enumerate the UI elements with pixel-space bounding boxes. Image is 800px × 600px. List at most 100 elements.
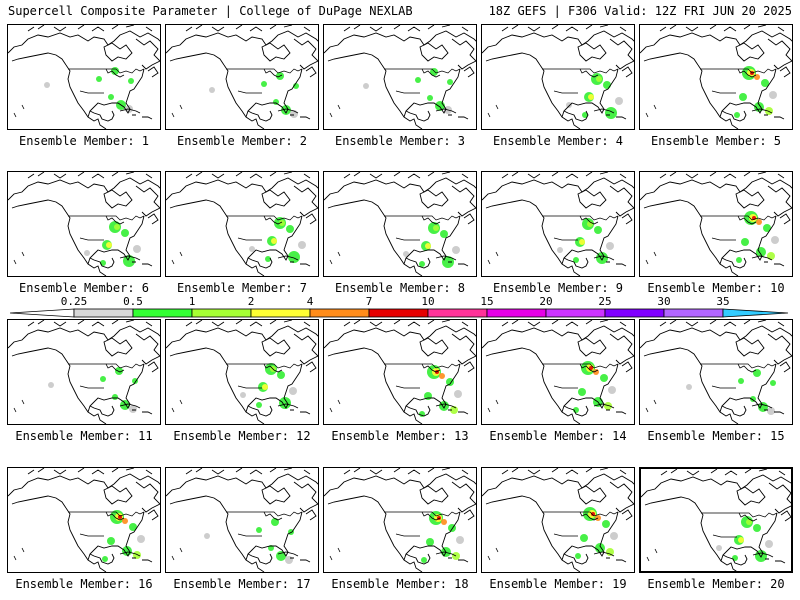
ensemble-map	[482, 172, 634, 276]
scp-contour	[686, 384, 692, 390]
ensemble-member-label: Ensemble Member: 16	[15, 577, 153, 591]
ensemble-map-panel[interactable]	[481, 171, 635, 277]
scp-contour	[602, 520, 610, 528]
ensemble-map-panel[interactable]	[7, 467, 161, 573]
scp-contour	[415, 77, 421, 83]
ensemble-map-panel[interactable]	[323, 171, 477, 277]
scp-contour	[566, 102, 572, 108]
scp-contour	[753, 369, 761, 377]
scp-contour	[133, 245, 141, 253]
scp-contour	[447, 79, 453, 85]
map-blobs	[573, 361, 616, 413]
ensemble-map-panel[interactable]	[165, 467, 319, 573]
colorbar-segment	[486, 308, 547, 318]
scp-contour	[256, 402, 262, 408]
colorbar-tick-label: 0.25	[60, 295, 88, 308]
scp-contour	[204, 533, 210, 539]
page-title: Supercell Composite Parameter | College …	[8, 4, 413, 18]
ensemble-map	[8, 172, 160, 276]
map-blobs	[419, 365, 462, 417]
ensemble-map	[166, 468, 318, 572]
scp-contour	[610, 532, 618, 540]
ensemble-map-panel[interactable]	[639, 24, 793, 130]
scp-contour	[433, 225, 439, 231]
scp-contour	[754, 74, 760, 80]
coastline	[640, 320, 792, 424]
scp-contour	[121, 229, 129, 237]
ensemble-map-panel[interactable]	[7, 24, 161, 130]
scp-contour	[265, 256, 271, 262]
scp-contour	[446, 378, 454, 386]
scp-contour	[588, 94, 594, 100]
scp-contour	[249, 246, 255, 252]
ensemble-map	[640, 172, 792, 276]
ensemble-member-label: Ensemble Member: 3	[334, 134, 466, 148]
colorbar-graphic	[9, 308, 789, 318]
coastline	[166, 25, 318, 129]
scp-contour	[600, 374, 608, 382]
coastline	[641, 469, 791, 571]
scp-contour	[137, 535, 145, 543]
scp-contour	[596, 76, 602, 82]
ensemble-member-label: Ensemble Member: 6	[18, 281, 150, 295]
map-blobs	[204, 518, 294, 564]
ensemble-map-panel[interactable]	[639, 319, 793, 425]
colorbar-tick-label: 35	[716, 295, 730, 308]
ensemble-map-panel[interactable]	[323, 319, 477, 425]
map-blobs	[575, 507, 618, 559]
scp-contour	[439, 373, 445, 379]
scp-contour	[286, 225, 294, 233]
colorbar-segment	[250, 308, 311, 318]
scp-contour	[454, 390, 462, 398]
coastline	[8, 468, 160, 572]
ensemble-map-panel[interactable]	[7, 319, 161, 425]
ensemble-member-label: Ensemble Member: 5	[650, 134, 782, 148]
scp-contour	[440, 230, 448, 238]
scp-contour	[738, 378, 744, 384]
ensemble-map	[166, 25, 318, 129]
ensemble-map	[324, 25, 476, 129]
scp-contour	[262, 384, 268, 390]
ensemble-member-label: Ensemble Member: 10	[647, 281, 785, 295]
ensemble-member-label: Ensemble Member: 4	[492, 134, 624, 148]
scp-contour	[741, 238, 749, 246]
coastline	[324, 25, 476, 129]
ensemble-map	[482, 320, 634, 424]
scp-contour	[594, 226, 602, 234]
coastline	[8, 25, 160, 129]
ensemble-member-label: Ensemble Member: 13	[331, 429, 469, 443]
colorbar-tick-label: 7	[365, 295, 373, 308]
ensemble-map-panel[interactable]	[323, 24, 477, 130]
coastline	[482, 25, 634, 129]
colorbar-segment	[73, 308, 134, 318]
ensemble-map-panel[interactable]	[165, 171, 319, 277]
ensemble-map-panel[interactable]	[165, 319, 319, 425]
scp-contour	[112, 394, 118, 400]
ensemble-member-label: Ensemble Member: 8	[334, 281, 466, 295]
scp-contour	[767, 407, 775, 415]
ensemble-map-panel[interactable]	[165, 24, 319, 130]
ensemble-map-panel[interactable]	[481, 319, 635, 425]
map-blobs	[48, 367, 138, 413]
colorbar-tick-label: 15	[480, 295, 494, 308]
ensemble-map-panel[interactable]	[639, 171, 793, 277]
scp-contour	[575, 553, 581, 559]
ensemble-map	[324, 468, 476, 572]
map-blobs	[686, 369, 776, 415]
scp-contour	[123, 255, 135, 267]
ensemble-map-panel[interactable]	[481, 467, 635, 573]
ensemble-map-panel[interactable]	[323, 467, 477, 573]
scp-contour	[761, 79, 769, 87]
scp-contour	[271, 518, 279, 526]
map-blobs	[209, 72, 299, 118]
ensemble-map-panel[interactable]	[7, 171, 161, 277]
coastline	[324, 320, 476, 424]
ensemble-map-panel[interactable]	[481, 24, 635, 130]
ensemble-member-label: Ensemble Member: 20	[647, 577, 785, 591]
scp-contour	[128, 78, 134, 84]
ensemble-map-panel[interactable]	[639, 467, 793, 573]
ensemble-member-label: Ensemble Member: 2	[176, 134, 308, 148]
coastline	[640, 172, 792, 276]
scp-contour	[606, 242, 614, 250]
scp-contour	[285, 556, 293, 564]
